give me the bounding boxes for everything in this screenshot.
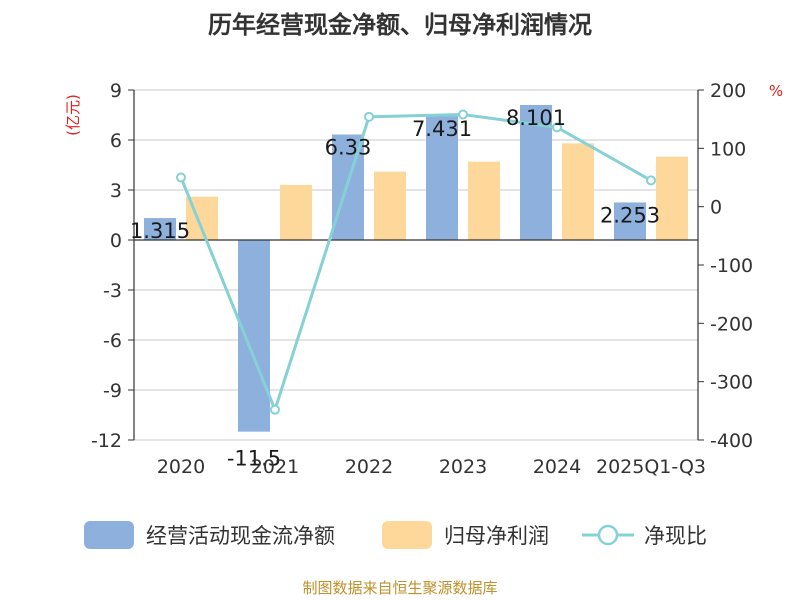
left-tick-label: -9 xyxy=(103,380,122,402)
legend-label-profit: 归母净利润 xyxy=(444,524,549,548)
left-tick-label: -12 xyxy=(91,430,122,452)
x-tick-label: 2021 xyxy=(251,456,299,478)
left-axis-ticks: 9 6 3 0 -3 -6 -9 -12 xyxy=(91,80,122,452)
ratio-point xyxy=(270,404,280,415)
cashflow-bar-2024 xyxy=(520,104,552,240)
cashflow-value-label: 7.431 xyxy=(412,117,472,141)
cashflow-bar-2023 xyxy=(426,116,458,240)
source-note: 制图数据来自恒生聚源数据库 xyxy=(302,579,497,597)
right-tick-label: 100 xyxy=(710,138,746,160)
bar-value-labels: 1.315 -11.5 6.33 7.431 8.101 2.253 xyxy=(130,106,660,471)
x-tick-label: 2025Q1-Q3 xyxy=(596,456,706,478)
x-tick-label: 2023 xyxy=(439,456,487,478)
cashflow-value-label: 6.33 xyxy=(325,136,372,160)
ratio-point xyxy=(364,111,374,122)
ratio-point xyxy=(552,122,562,133)
right-tick-label: -400 xyxy=(710,430,753,452)
right-tick-label: 0 xyxy=(710,197,722,219)
legend-label-ratio: 净现比 xyxy=(644,524,707,548)
x-tick-label: 2022 xyxy=(345,456,393,478)
legend-swatch-profit xyxy=(382,521,432,549)
axes xyxy=(133,90,699,440)
ratio-line xyxy=(179,112,652,415)
ratio-point xyxy=(458,109,468,120)
cashflow-bar-2025Q1-Q3 xyxy=(614,202,646,240)
ratio-point xyxy=(646,175,656,186)
right-axis-ticks: 200 100 0 -100 -200 -300 -400 xyxy=(698,80,753,452)
profit-bar-2023 xyxy=(468,161,500,240)
cashflow-value-label: 1.315 xyxy=(130,219,190,243)
left-tick-label: -6 xyxy=(103,330,122,352)
cashflow-value-label: 2.253 xyxy=(600,203,660,227)
left-tick-label: 9 xyxy=(110,80,122,102)
left-tick-label: 0 xyxy=(110,230,122,252)
x-tick-label: 2024 xyxy=(533,456,581,478)
cashflow-value-label: 8.101 xyxy=(506,106,566,130)
right-tick-label: -300 xyxy=(710,372,753,394)
profit-bar-2025Q1-Q3 xyxy=(656,156,688,240)
right-tick-label: 200 xyxy=(710,80,746,102)
left-axis-unit: (亿元) xyxy=(64,94,82,136)
x-tick-label: 2020 xyxy=(157,456,205,478)
right-axis-unit: % xyxy=(769,82,783,100)
profit-bar-2021 xyxy=(280,185,312,240)
x-axis-ticks: 2020 2021 2022 2023 2024 2025Q1-Q3 xyxy=(157,456,706,478)
grid-lines xyxy=(128,89,698,441)
left-tick-label: 6 xyxy=(110,130,122,152)
profit-bar-2024 xyxy=(562,143,594,240)
left-tick-label: -3 xyxy=(103,280,122,302)
right-tick-label: -100 xyxy=(710,255,753,277)
profit-bar-2022 xyxy=(374,171,406,240)
cashflow-bar-2021 xyxy=(238,240,270,432)
legend-marker-ratio xyxy=(597,524,619,546)
right-tick-label: -200 xyxy=(710,313,753,335)
chart-title: 历年经营现金净额、归母净利润情况 xyxy=(208,11,592,39)
legend-label-cashflow: 经营活动现金流净额 xyxy=(146,524,335,548)
legend-swatch-cashflow xyxy=(84,521,134,549)
cashflow-value-label: -11.5 xyxy=(227,447,281,471)
left-tick-label: 3 xyxy=(110,180,122,202)
ratio-point xyxy=(176,172,186,183)
ratio-line-series xyxy=(176,109,656,415)
bars xyxy=(144,104,688,432)
cashflow-bar-2020 xyxy=(144,218,176,240)
legend: 经营活动现金流净额 归母净利润 净现比 xyxy=(84,521,707,549)
